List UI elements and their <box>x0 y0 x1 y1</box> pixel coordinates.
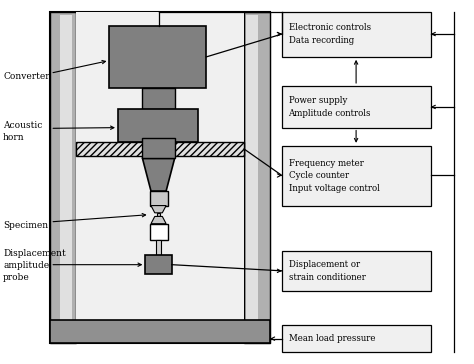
Text: Electronic controls
Data recording: Electronic controls Data recording <box>289 24 371 45</box>
Bar <box>282 251 431 291</box>
Bar <box>60 15 72 340</box>
Polygon shape <box>156 213 160 217</box>
Bar <box>246 15 258 340</box>
Text: Displacement or
strain conditioner: Displacement or strain conditioner <box>289 260 365 282</box>
Bar <box>76 142 244 156</box>
Text: Displacement
amplitude
probe: Displacement amplitude probe <box>3 249 66 282</box>
Text: Power supply
Amplitude controls: Power supply Amplitude controls <box>289 96 371 118</box>
Bar <box>156 240 161 254</box>
Bar <box>282 86 431 128</box>
Bar <box>50 320 270 343</box>
Bar <box>150 191 167 206</box>
Bar <box>244 12 270 343</box>
Bar <box>76 12 244 320</box>
Bar <box>143 88 174 110</box>
Bar <box>150 224 167 240</box>
Text: Converter: Converter <box>3 72 50 81</box>
Text: Mean load pressure: Mean load pressure <box>289 334 375 343</box>
Bar <box>282 12 431 57</box>
Bar <box>118 110 198 142</box>
Bar <box>50 12 76 343</box>
Polygon shape <box>151 217 166 224</box>
Bar <box>50 12 270 343</box>
Polygon shape <box>151 206 166 213</box>
Text: Acoustic
horn: Acoustic horn <box>3 121 43 142</box>
Polygon shape <box>143 158 174 191</box>
Bar <box>282 325 431 352</box>
Bar <box>143 138 174 158</box>
Bar <box>146 254 172 274</box>
Bar <box>282 146 431 206</box>
Text: Frequency meter
Cycle counter
Input voltage control: Frequency meter Cycle counter Input volt… <box>289 159 379 193</box>
Text: Specimen: Specimen <box>3 221 48 230</box>
Bar <box>109 26 206 88</box>
